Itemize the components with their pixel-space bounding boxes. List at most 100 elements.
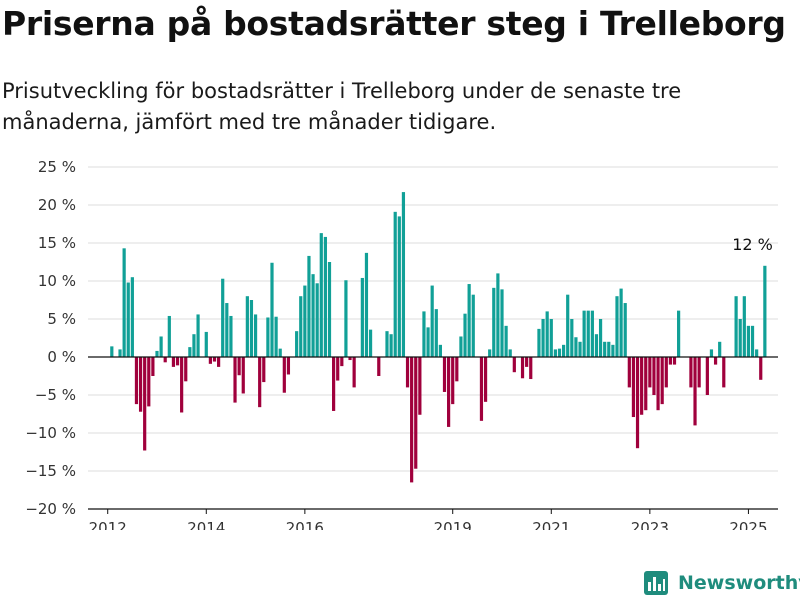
bar	[315, 283, 319, 357]
bar	[434, 309, 438, 357]
x-tick-label: 2019	[434, 519, 472, 530]
bar	[208, 357, 212, 364]
bar	[196, 314, 200, 357]
bar	[763, 265, 767, 357]
bar	[508, 349, 512, 357]
bar	[500, 289, 504, 357]
bar	[603, 341, 607, 357]
bar	[401, 192, 406, 357]
bar	[742, 296, 746, 357]
bar	[652, 357, 656, 395]
x-tick-label: 2012	[89, 519, 127, 530]
bar	[664, 357, 668, 388]
bar	[520, 357, 525, 379]
bar	[258, 357, 262, 408]
bar	[467, 284, 471, 357]
bar	[442, 357, 447, 392]
bar	[713, 357, 718, 365]
bar	[722, 357, 726, 388]
x-tick-label: 2023	[631, 519, 669, 530]
bar	[163, 357, 167, 363]
bar	[656, 357, 660, 411]
bar	[138, 357, 143, 412]
bar	[389, 334, 393, 357]
bar	[188, 347, 192, 357]
bar	[282, 357, 286, 393]
y-tick-label: −5 %	[35, 386, 76, 404]
brand-logo: Newsworthy	[644, 568, 800, 598]
bar	[171, 357, 176, 367]
chart-subtitle: Prisutveckling för bostadsrätter i Trell…	[2, 79, 682, 134]
bar	[344, 280, 348, 357]
bar	[110, 346, 114, 357]
bar	[479, 357, 484, 421]
bar	[430, 285, 434, 357]
bar	[471, 294, 475, 357]
bar	[438, 344, 442, 357]
bar	[143, 357, 147, 451]
bar	[677, 310, 681, 357]
y-tick-label: 15 %	[38, 234, 76, 252]
bar	[332, 357, 336, 411]
bar	[635, 357, 640, 449]
bar	[611, 344, 615, 357]
bar	[204, 331, 208, 357]
bar	[299, 296, 303, 357]
bar	[225, 303, 229, 357]
bar	[689, 357, 693, 388]
bar	[541, 319, 545, 357]
bar	[414, 357, 418, 469]
bar	[410, 357, 414, 483]
bar	[640, 357, 644, 415]
bar	[615, 296, 619, 357]
bar	[237, 357, 241, 376]
bar	[245, 296, 249, 357]
bar	[217, 357, 221, 367]
bar	[529, 357, 533, 380]
bar	[126, 282, 130, 357]
bar	[451, 357, 455, 405]
bar	[488, 349, 492, 357]
bar	[352, 357, 356, 388]
bar	[496, 273, 500, 357]
bar	[159, 336, 163, 357]
bar	[553, 349, 557, 357]
annotations: 12 %	[732, 235, 773, 254]
brand-name: Newsworthy	[678, 572, 800, 594]
chart-title: Priserna på bostadsrätter steg i Trelleb…	[2, 4, 786, 43]
bar	[718, 341, 722, 357]
axes	[88, 356, 778, 514]
bar	[303, 285, 307, 357]
bar	[619, 288, 623, 357]
bar	[155, 350, 159, 357]
y-tick-label: 25 %	[38, 158, 76, 176]
bar	[262, 357, 266, 383]
x-tick-label: 2021	[532, 519, 570, 530]
latest-value-label: 12 %	[732, 235, 773, 254]
bar	[167, 315, 171, 357]
bar	[623, 303, 627, 357]
bar	[746, 325, 751, 357]
bar	[147, 357, 151, 407]
bar	[393, 211, 397, 357]
x-tick-label: 2014	[187, 519, 225, 530]
bar	[447, 357, 451, 427]
bar	[455, 357, 459, 382]
y-axis-tick-labels: 25 % 20 % 15 % 10 % 5 % 0 % −5 % −10 % −15 % −20 …	[25, 158, 76, 518]
bar	[492, 287, 496, 357]
bar	[463, 313, 467, 357]
bar	[545, 311, 549, 357]
bar	[323, 236, 327, 357]
bar	[755, 349, 759, 357]
bar	[631, 357, 636, 418]
bar	[327, 262, 332, 357]
y-tick-label: −10 %	[25, 424, 76, 442]
bar	[385, 331, 389, 357]
bar	[525, 357, 529, 367]
bar	[249, 300, 254, 357]
bar	[278, 348, 282, 357]
bar	[180, 357, 184, 413]
bar	[184, 357, 188, 382]
bar	[397, 216, 401, 357]
bar	[759, 357, 763, 380]
